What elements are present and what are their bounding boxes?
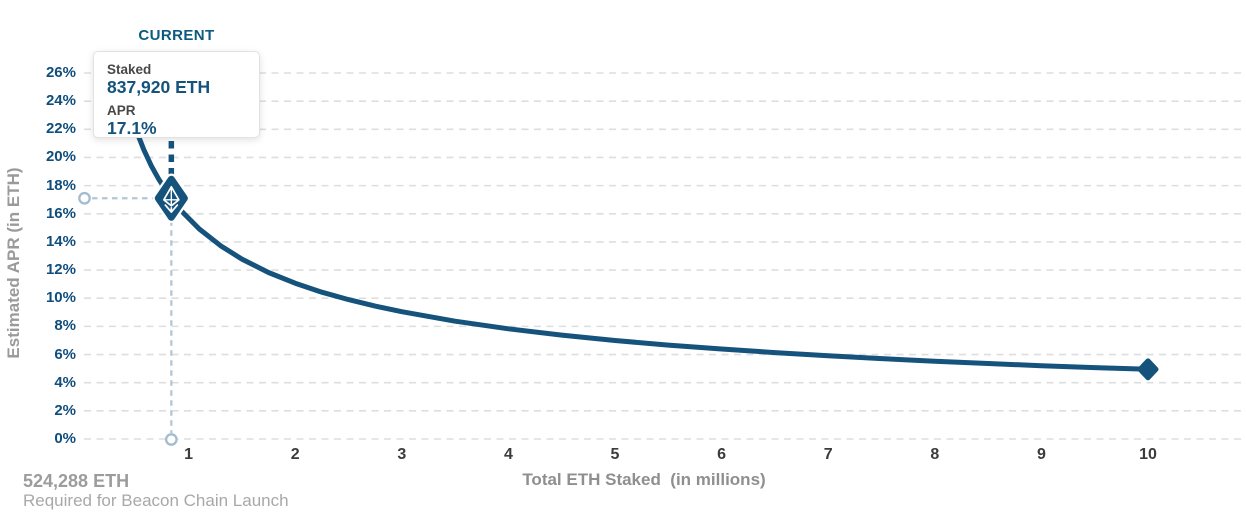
- x-tick-label: 1: [184, 446, 194, 463]
- launch-requirement-eth: 524,288 ETH: [23, 471, 130, 491]
- tooltip-staked-label: Staked: [107, 62, 152, 77]
- apr-curve: [135, 132, 1151, 372]
- current-tooltip: Staked 837,920 ETH APR 17.1%: [93, 51, 260, 138]
- y-tick-label: 10%: [45, 289, 76, 307]
- y-tick-label: 0%: [54, 430, 76, 447]
- x-tick-label: 6: [717, 446, 727, 463]
- y-tick-label: 26%: [45, 64, 76, 81]
- tooltip-staked-value: 837,920 ETH: [107, 77, 211, 97]
- current-label: CURRENT: [138, 27, 215, 44]
- x-tick-label: 9: [1036, 446, 1046, 463]
- y-tick-label: 18%: [45, 176, 76, 194]
- eth-logo-lower: [164, 204, 179, 213]
- y-tick-label: 12%: [45, 261, 76, 279]
- launch-requirement-caption: Required for Beacon Chain Launch: [23, 491, 289, 510]
- tooltip-apr-value: 17.1%: [107, 118, 157, 138]
- y-tick-label: 2%: [54, 401, 76, 419]
- x-tick-label: 3: [397, 446, 407, 463]
- x-tick-label: 7: [823, 446, 833, 463]
- current-apr-guide-dot: [78, 191, 91, 205]
- x-tick-label: 5: [610, 446, 620, 463]
- y-tick-label: 16%: [45, 204, 76, 222]
- tooltip-apr-label: APR: [107, 103, 136, 118]
- x-tick-label: 4: [503, 446, 513, 463]
- y-tick-label: 8%: [54, 317, 76, 335]
- y-tick-label: 22%: [45, 120, 76, 138]
- x-tick-label: 2: [290, 446, 300, 463]
- launch-requirement-note: 524,288 ETH Required for Beacon Chain La…: [23, 471, 289, 511]
- current-staked-guide-dot: [164, 433, 178, 446]
- x-tick-label: 10: [1139, 446, 1157, 463]
- y-tick-label: 20%: [45, 148, 76, 166]
- x-tick-label: 8: [930, 446, 940, 463]
- y-tick-label: 4%: [54, 373, 76, 391]
- current-position-eth-marker[interactable]: [152, 173, 191, 224]
- y-tick-label: 14%: [45, 232, 76, 250]
- x-axis-title: Total ETH Staked (in millions): [522, 470, 766, 489]
- eth-logo-facets: [163, 186, 179, 206]
- curve-end-diamond-marker: [1137, 358, 1159, 381]
- y-tick-label: 24%: [45, 92, 76, 110]
- y-tick-label: 6%: [54, 345, 76, 363]
